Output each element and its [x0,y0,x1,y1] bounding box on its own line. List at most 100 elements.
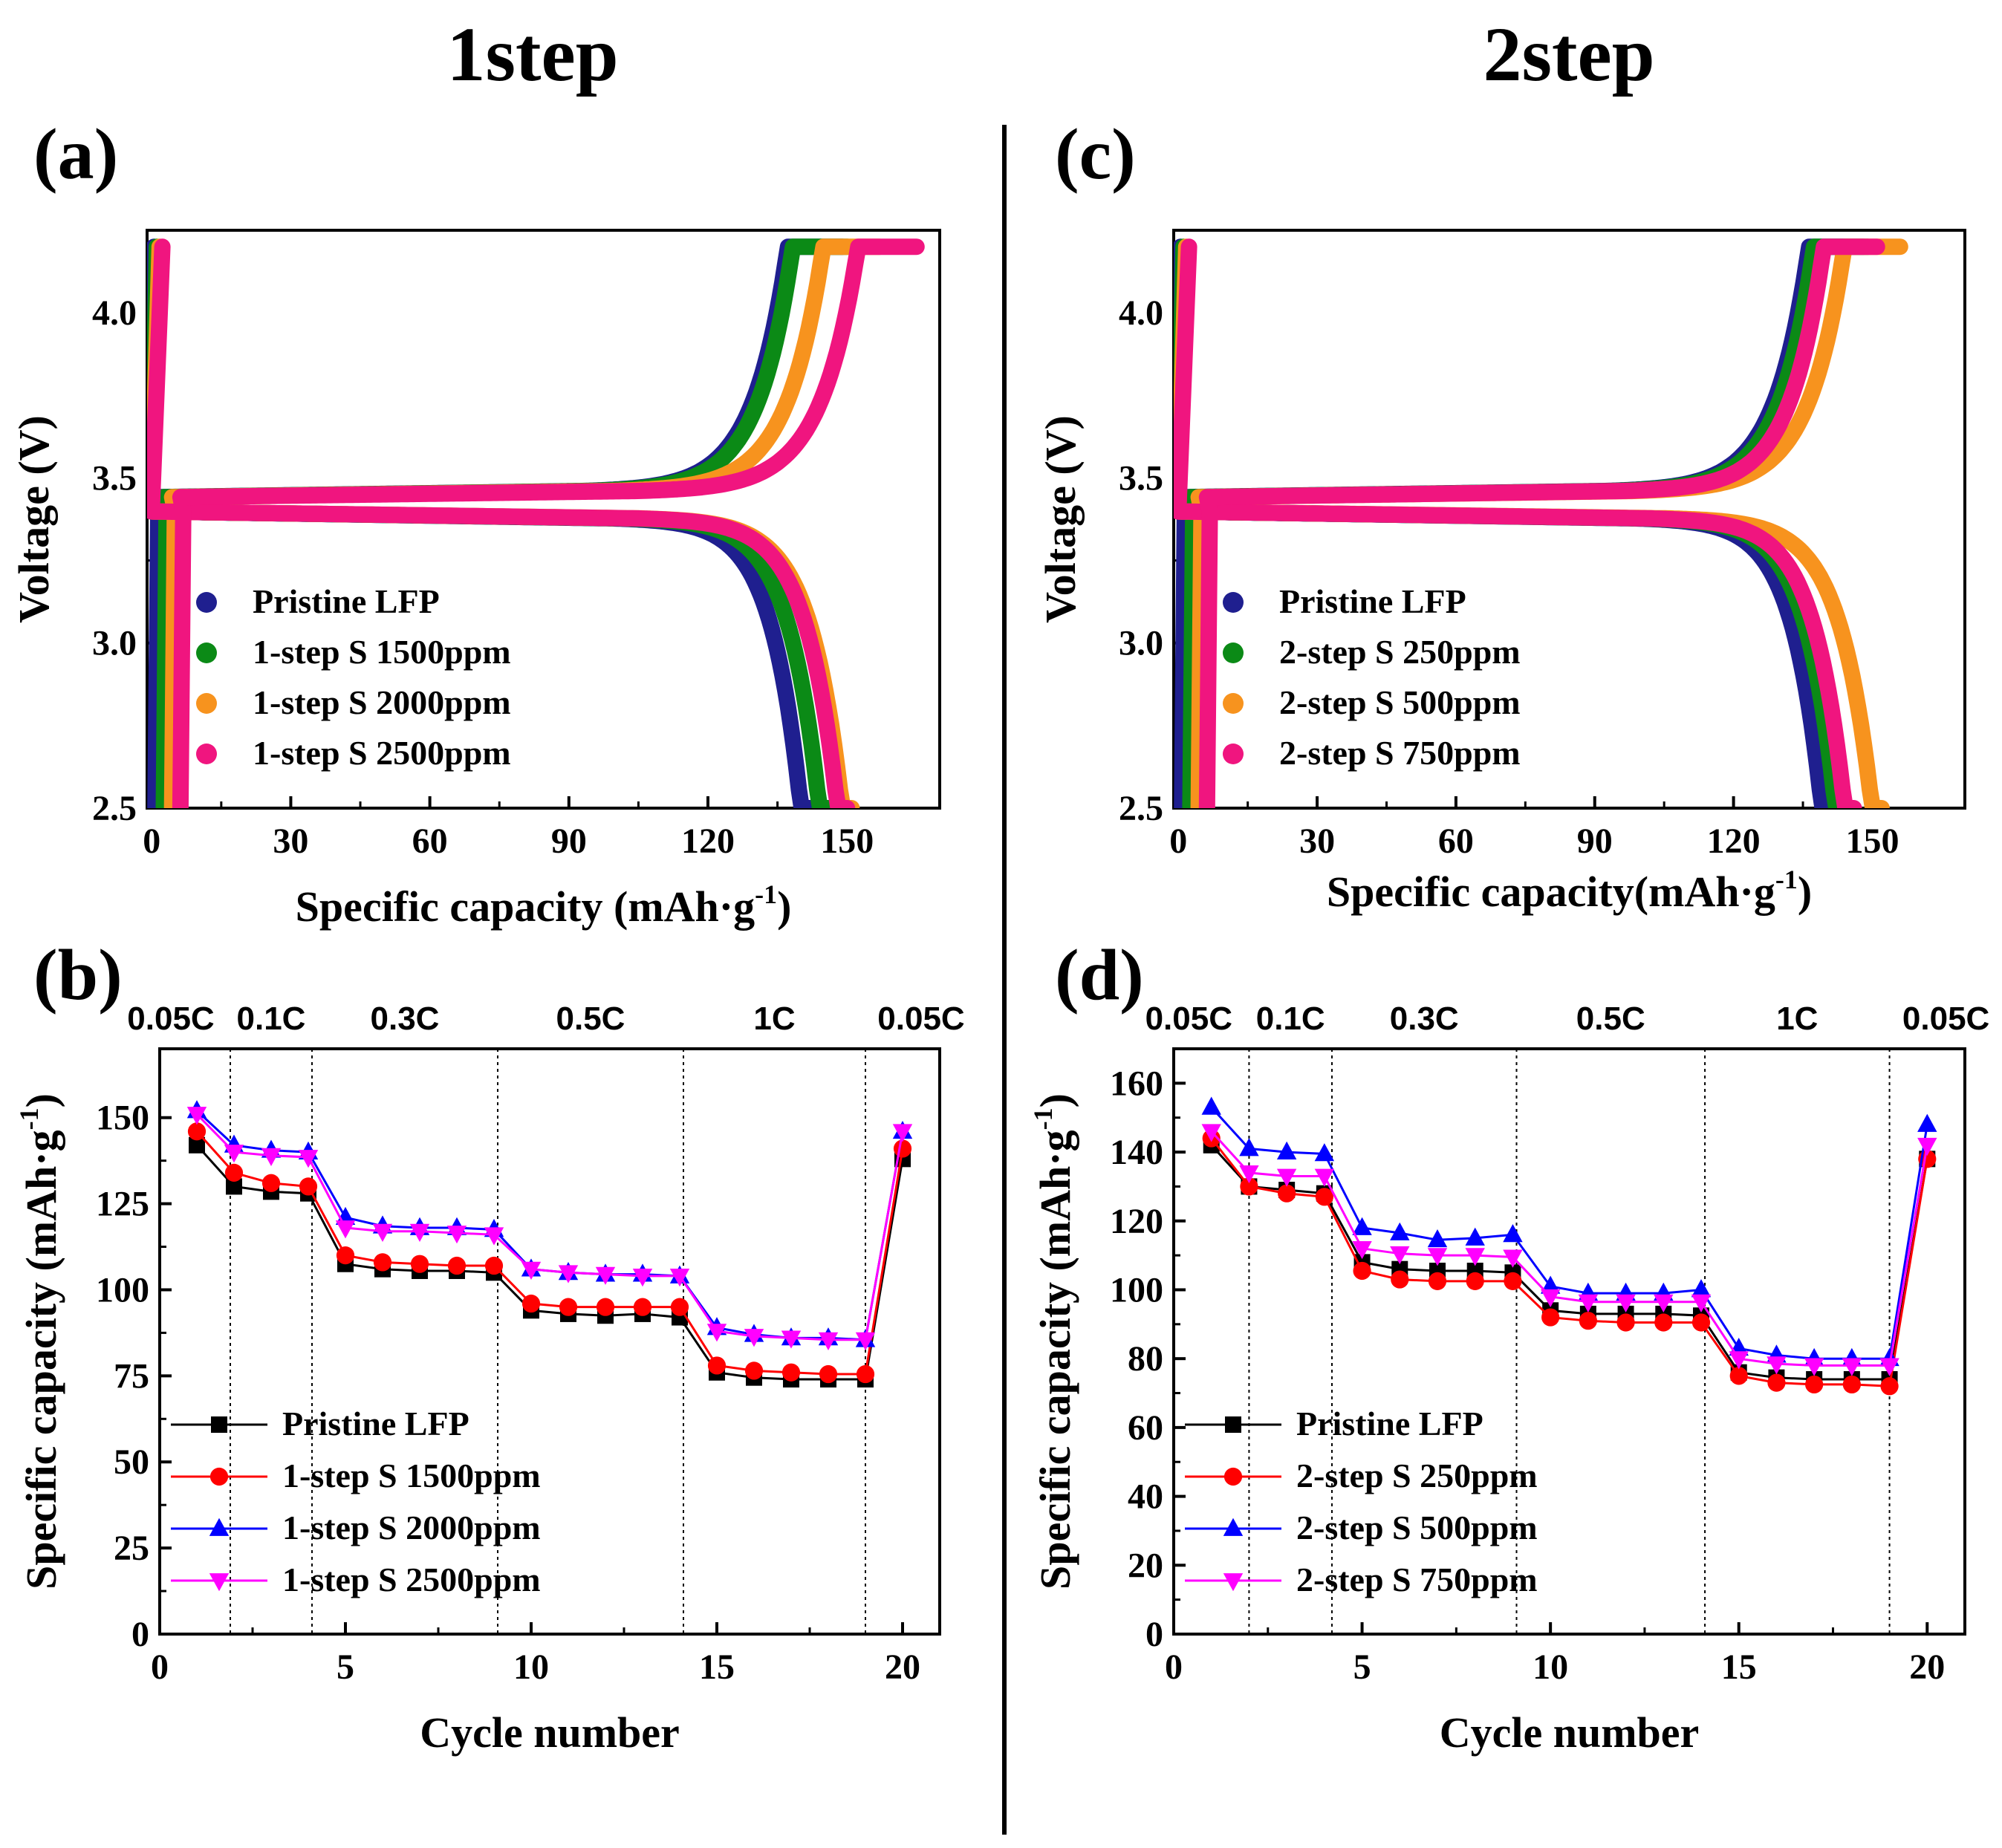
data-point [209,1573,230,1592]
legend-label: 1-step S 2000ppm [282,1509,541,1546]
discharge-curve-4 [1174,238,1862,808]
data-point [633,1298,652,1316]
rate-label: 1C [1776,1001,1818,1037]
y-tick-label: 3.0 [92,624,137,663]
legend-label: 2-step S 500ppm [1279,683,1521,721]
legend-label: 2-step S 500ppm [1296,1509,1538,1546]
data-point [1390,1222,1410,1240]
plot-frame [146,229,941,810]
data-point [1805,1375,1824,1394]
legend-label: 2-step S 750ppm [1279,734,1521,772]
x-tick-label: 15 [699,1647,735,1687]
y-tick-label: 0 [131,1615,149,1654]
y-tick-label: 2.5 [92,789,137,828]
series-line-1 [1210,1144,1928,1381]
panel-label: (a) [33,114,118,195]
data-point [1804,1358,1824,1376]
y-tick-label: 0 [1145,1615,1163,1654]
data-point [1391,1270,1409,1289]
data-point [781,1330,802,1349]
data-point [1654,1294,1674,1312]
data-point [1314,1143,1335,1162]
discharge-curve-3 [1174,238,1890,808]
panel-a: (a) 0 30 60 90 120 150 2.5 3.0 3.5 4.0 Specific cap… [10,114,941,931]
data-point [1223,1573,1244,1592]
x-tick-label: 30 [273,821,308,861]
data-point [1691,1313,1711,1332]
axis-title-sup: -1 [755,879,777,909]
data-point [521,1294,541,1313]
y-tick-label: 120 [1110,1202,1163,1241]
x-tick-label: 0 [1165,1647,1183,1687]
data-point [447,1256,467,1275]
data-point [1276,1141,1297,1159]
data-point [818,1332,839,1350]
y-tick-label: 3.5 [92,458,137,498]
data-point [1540,1289,1561,1308]
data-point [781,1363,801,1382]
data-point [1616,1294,1636,1312]
rate-label: 0.05C [127,1001,214,1037]
data-point [1390,1246,1410,1265]
data-point [1729,1351,1749,1370]
data-point [1540,1275,1561,1294]
panel-label: (c) [1055,114,1136,195]
data-point [1616,1313,1635,1332]
data-point [1654,1313,1673,1332]
data-point [1691,1279,1712,1298]
data-point [1225,1416,1241,1433]
x-tick-label: 0 [151,1647,169,1687]
y-tick-label: 3.5 [1119,458,1163,498]
header-2step: 2step [1483,12,1654,97]
data-point [224,1163,244,1182]
data-point [1315,1188,1333,1206]
y-tick-label: 25 [114,1529,149,1568]
y-tick-label: 160 [1110,1064,1163,1103]
legend-label: Pristine LFP [1296,1405,1483,1442]
legend-label: Pristine LFP [253,582,440,620]
data-point [558,1265,579,1283]
rate-label: 0.05C [877,1001,964,1037]
data-point [484,1227,504,1246]
data-point [1503,1224,1523,1243]
rate-label: 0.5C [1576,1001,1645,1037]
y-tick-label: 3.0 [1119,624,1163,663]
data-point [1767,1356,1787,1375]
charge-curve-4 [172,238,925,808]
y-tick-label: 140 [1110,1133,1163,1172]
y-tick-label: 20 [1128,1546,1163,1585]
x-tick-label: 60 [1438,821,1474,861]
data-point [744,1361,764,1380]
data-point [1579,1312,1597,1330]
x-tick-label: 0 [143,821,160,861]
data-point [224,1145,244,1163]
legend-marker [1223,592,1244,613]
x-tick-label: 60 [412,821,448,861]
legend-marker [196,744,217,764]
data-point [819,1364,838,1384]
legend-label: 2-step S 250ppm [1279,633,1521,671]
y-tick-label: 100 [96,1270,149,1309]
data-point [707,1356,727,1375]
data-point [1842,1375,1861,1394]
data-point [892,1124,913,1142]
x-tick-label: 90 [1577,821,1613,861]
legend-marker [196,693,217,714]
axis-title-main: Specific capacity (mAh·g [17,1130,65,1590]
data-point [409,1223,430,1242]
axis-title-end: ) [1031,1093,1079,1107]
rate-label: 1C [753,1001,795,1037]
y-tick-label: 50 [114,1442,149,1482]
x-tick-label: 120 [681,821,735,861]
y-tick-label: 4.0 [92,293,137,333]
axis-title-sup: -1 [1775,865,1798,894]
data-point [1503,1249,1523,1268]
y-tick-label: 80 [1128,1339,1163,1379]
legend-label: 1-step S 1500ppm [282,1457,541,1494]
data-point [1352,1240,1372,1260]
series-line-4 [195,1113,904,1341]
data-point [559,1298,578,1316]
